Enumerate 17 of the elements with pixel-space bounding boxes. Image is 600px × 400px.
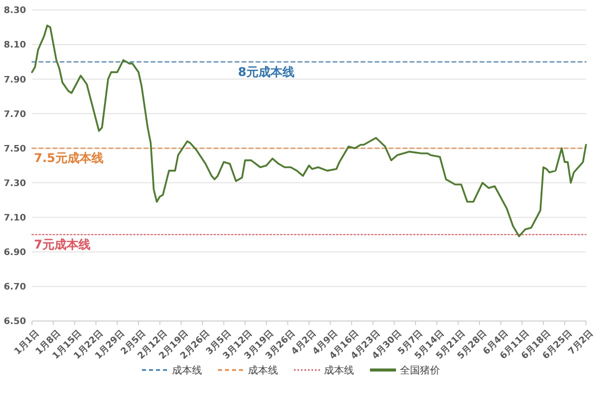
y-tick-label: 6.90 [4,248,26,258]
legend-label: 成本线 [248,364,278,376]
y-tick-label: 8.30 [4,6,26,16]
legend-label: 成本线 [324,364,354,376]
annotation: 7元成本线 [34,238,90,252]
y-tick-label: 7.10 [4,213,26,224]
y-tick-label: 7.70 [4,110,26,120]
annotation: 8元成本线 [238,64,294,79]
y-tick-label: 8.10 [4,40,26,51]
legend-label: 成本线 [172,364,202,376]
annotation: 7.5元成本线 [34,151,104,166]
y-tick-label: 6.50 [4,317,26,328]
legend-label: 全国猪价 [400,364,440,376]
y-tick-label: 7.90 [4,75,26,86]
y-tick-label: 7.50 [4,144,26,154]
y-tick-label: 6.70 [4,282,26,293]
y-tick-label: 7.30 [4,178,26,189]
